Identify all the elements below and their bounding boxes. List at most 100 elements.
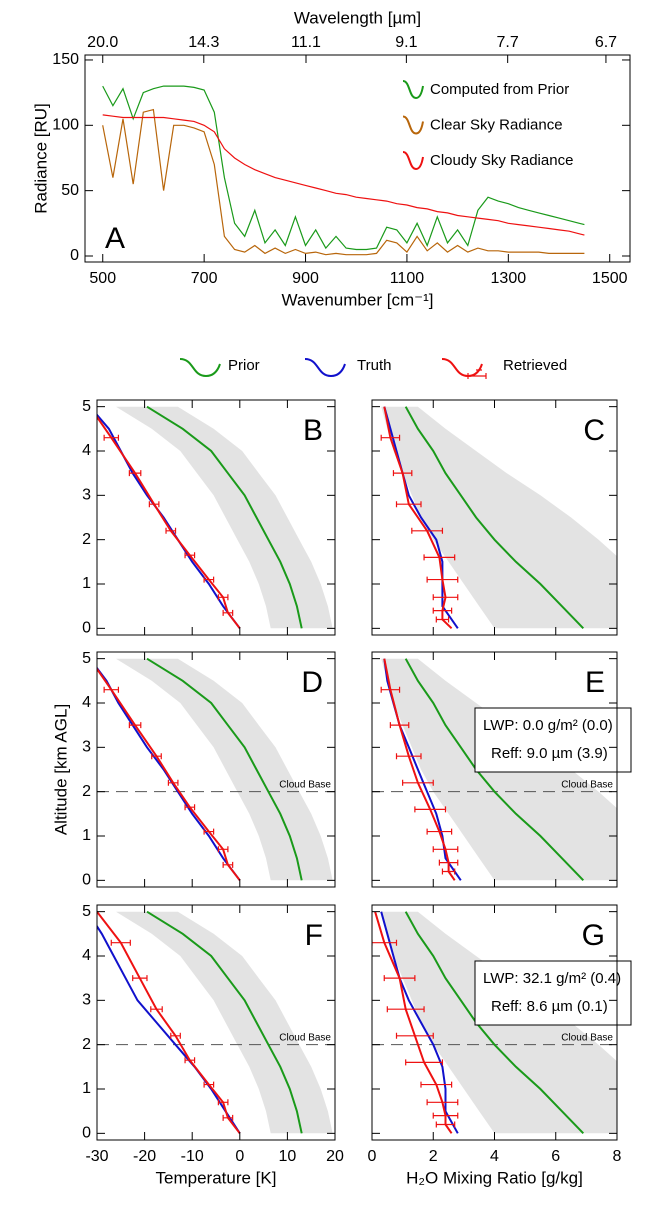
- profile-line: [380, 911, 459, 1134]
- error-bar: [402, 779, 434, 786]
- y-tick-label: 1: [82, 827, 91, 844]
- x-tick-label: -10: [181, 1148, 204, 1165]
- error-bar: [395, 501, 422, 508]
- error-bar: [438, 859, 459, 866]
- x-tick-label: 900: [292, 270, 319, 287]
- spectrum-line: [102, 114, 585, 236]
- retrieval-box: [474, 707, 632, 773]
- x-tick-label: 1300: [491, 270, 527, 287]
- error-bar: [222, 861, 234, 868]
- prior-band: [116, 911, 333, 1134]
- y-tick-label: 50: [61, 182, 79, 199]
- profile-line: [97, 924, 241, 1134]
- error-bar: [426, 576, 459, 583]
- y-axis-label: Altitude [km AGL]: [51, 704, 70, 835]
- error-bar: [372, 939, 398, 946]
- panel-label: F: [305, 919, 323, 952]
- x2-tick-label: 11.1: [291, 34, 321, 51]
- x-tick-label: 6: [551, 1148, 560, 1165]
- error-bar: [150, 1006, 163, 1013]
- retrieval-text: LWP: 0.0 g/m² (0.0): [483, 717, 613, 734]
- x-tick-label: 10: [279, 1148, 297, 1165]
- axes-frame: [96, 399, 336, 636]
- error-bar: [203, 1081, 215, 1088]
- panel-label: E: [585, 666, 605, 699]
- y-tick-label: 2: [82, 1036, 91, 1053]
- plot-area: [97, 405, 333, 629]
- spectrum-line: [102, 85, 585, 251]
- y-tick-label: 3: [82, 487, 91, 504]
- y-tick-label: 5: [82, 903, 91, 920]
- y-tick-label: 4: [82, 694, 91, 711]
- error-bar: [435, 616, 450, 623]
- legend-icon: [179, 358, 221, 378]
- error-bar: [395, 1032, 434, 1039]
- x-tick-label: -20: [133, 1148, 156, 1165]
- y-tick-label: 2: [82, 531, 91, 548]
- x-tick-label: 20: [326, 1148, 344, 1165]
- error-bar: [380, 434, 401, 441]
- profile-line: [146, 405, 303, 629]
- legend-errorbar: [467, 369, 487, 379]
- panel-label: B: [303, 414, 323, 447]
- error-bar: [184, 804, 196, 811]
- error-bar: [103, 686, 120, 693]
- error-bar: [389, 722, 410, 729]
- panel-label: D: [301, 666, 323, 699]
- error-bar: [148, 501, 160, 508]
- error-bar: [184, 1057, 196, 1064]
- legend-icon: [402, 115, 424, 135]
- y-tick-label: 0: [82, 872, 91, 889]
- error-bar: [383, 975, 416, 982]
- error-bar: [426, 1099, 459, 1106]
- error-bar: [411, 527, 444, 534]
- error-bar: [132, 975, 148, 982]
- legend-label: Clear Sky Radiance: [430, 116, 563, 133]
- cloud-base-label: Cloud Base: [561, 779, 613, 790]
- x-tick-label: 1100: [390, 270, 425, 287]
- x-tick-label: 8: [613, 1148, 622, 1165]
- y-tick-label: 0: [82, 1125, 91, 1142]
- x-tick-label: 700: [191, 270, 218, 287]
- y-tick-label: 5: [82, 398, 91, 415]
- x-tick-label: -30: [85, 1148, 108, 1165]
- retrieval-box: [474, 960, 632, 1026]
- legend-label: Cloudy Sky Radiance: [430, 152, 573, 169]
- profile-line: [97, 911, 241, 1134]
- profile-line: [97, 667, 241, 881]
- x-tick-label: 0: [368, 1148, 377, 1165]
- x-tick-label: 1500: [592, 270, 628, 287]
- error-bar: [203, 576, 215, 583]
- x-tick-label: 0: [235, 1148, 244, 1165]
- y-tick-label: 100: [52, 117, 79, 134]
- error-bar: [441, 868, 456, 875]
- error-bar: [395, 753, 422, 760]
- panel-label: G: [582, 919, 605, 952]
- error-bar: [432, 1112, 459, 1119]
- legend-icon: [402, 151, 424, 171]
- y-tick-label: 0: [70, 247, 79, 264]
- axes-frame: [84, 54, 631, 263]
- x2-tick-label: 6.7: [595, 34, 617, 51]
- error-bar: [426, 828, 453, 835]
- retrieval-text: LWP: 32.1 g/m² (0.4): [483, 970, 621, 987]
- error-bar: [128, 722, 142, 729]
- cloud-base-label: Cloud Base: [279, 1032, 331, 1043]
- error-bar: [222, 609, 234, 616]
- retrieval-text: Reff: 8.6 µm (0.1): [491, 998, 608, 1015]
- x-tick-label: 500: [89, 270, 116, 287]
- error-bar: [128, 470, 142, 477]
- plot-area: [97, 657, 335, 881]
- profile-line: [383, 406, 459, 629]
- profile-line: [404, 406, 585, 629]
- y-tick-label: 4: [82, 442, 91, 459]
- error-bar: [110, 939, 131, 946]
- legend-icon: [441, 358, 483, 378]
- panel-label: A: [105, 222, 125, 255]
- prior-band: [116, 406, 333, 629]
- error-bar: [432, 846, 459, 853]
- error-bar: [386, 1006, 425, 1013]
- plot-area: [97, 910, 335, 1134]
- axes-frame: [96, 651, 336, 888]
